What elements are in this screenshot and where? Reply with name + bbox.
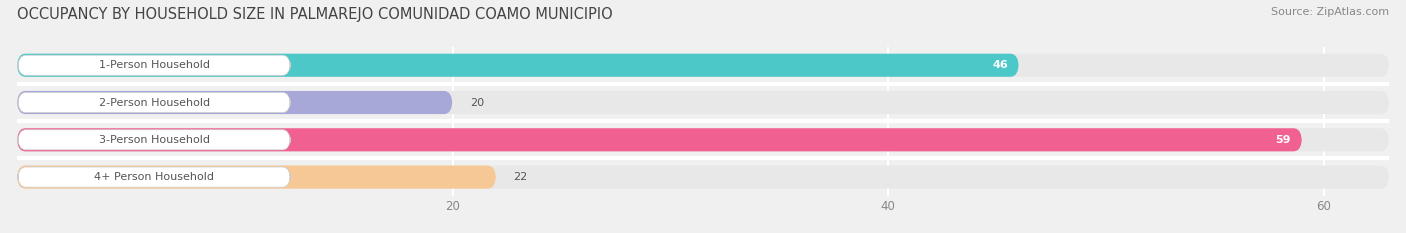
Text: 3-Person Household: 3-Person Household	[98, 135, 209, 145]
Text: 46: 46	[993, 60, 1008, 70]
Text: 20: 20	[470, 98, 484, 107]
Text: 4+ Person Household: 4+ Person Household	[94, 172, 214, 182]
FancyBboxPatch shape	[17, 91, 453, 114]
FancyBboxPatch shape	[17, 54, 1019, 77]
Text: 1-Person Household: 1-Person Household	[98, 60, 209, 70]
FancyBboxPatch shape	[17, 128, 1302, 151]
FancyBboxPatch shape	[17, 165, 1389, 189]
FancyBboxPatch shape	[18, 167, 290, 187]
Text: Source: ZipAtlas.com: Source: ZipAtlas.com	[1271, 7, 1389, 17]
FancyBboxPatch shape	[17, 54, 1389, 77]
Text: 2-Person Household: 2-Person Household	[98, 98, 209, 107]
Text: OCCUPANCY BY HOUSEHOLD SIZE IN PALMAREJO COMUNIDAD COAMO MUNICIPIO: OCCUPANCY BY HOUSEHOLD SIZE IN PALMAREJO…	[17, 7, 613, 22]
FancyBboxPatch shape	[17, 128, 1389, 151]
Text: 59: 59	[1275, 135, 1291, 145]
FancyBboxPatch shape	[17, 91, 1389, 114]
FancyBboxPatch shape	[18, 93, 290, 113]
Text: 22: 22	[513, 172, 527, 182]
FancyBboxPatch shape	[17, 165, 496, 189]
FancyBboxPatch shape	[18, 55, 290, 75]
FancyBboxPatch shape	[18, 130, 290, 150]
